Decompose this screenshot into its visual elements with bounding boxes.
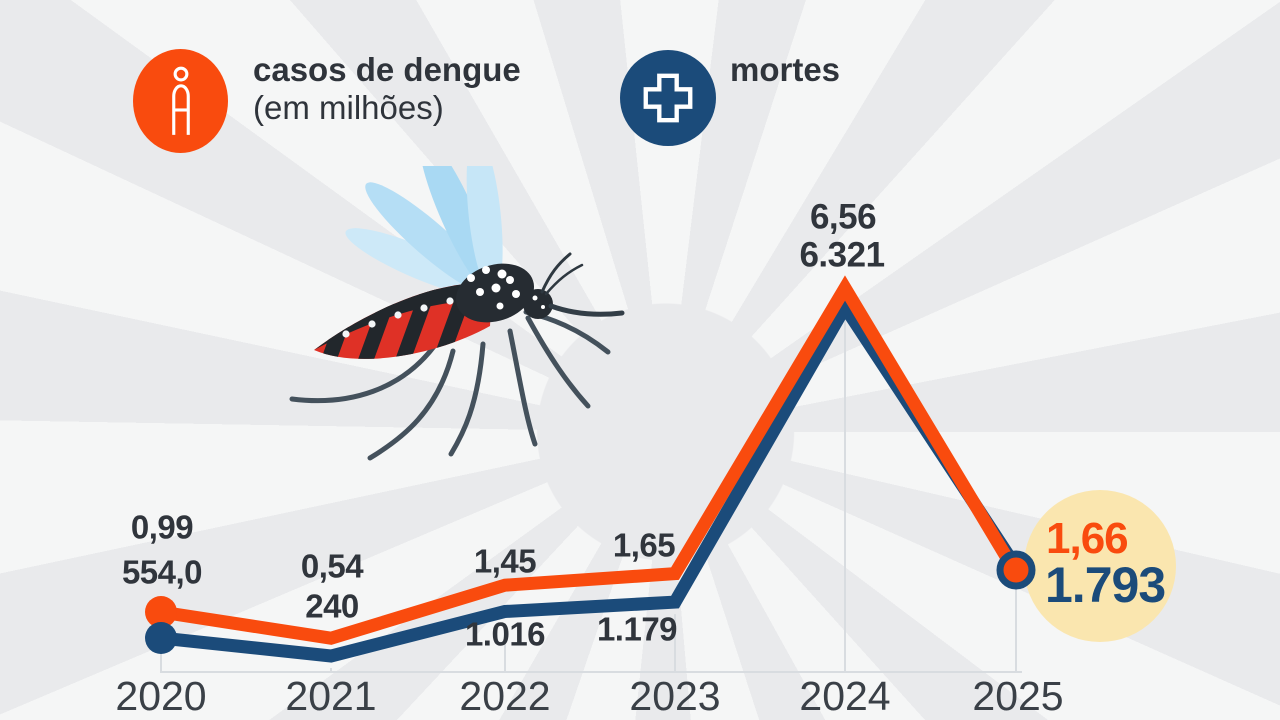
x-axis-label-2022: 2022 [459, 673, 551, 719]
cases-label-2022: 1,45 [473, 542, 537, 580]
x-axis-label-2021: 2021 [285, 673, 377, 719]
highlight-circle-2025 [1024, 490, 1176, 642]
deaths-label-2023: 1.179 [596, 610, 678, 648]
cases-label-2023: 1,65 [612, 526, 676, 564]
x-axis-label-2024: 2024 [799, 673, 891, 719]
cases-label-2024: 6,56 [809, 197, 877, 237]
cases-legend-sublabel: (em milhões) [253, 89, 444, 126]
mosquito-thorax [455, 263, 535, 323]
cases-label-2021: 0,54 [300, 547, 364, 585]
medical-cross-icon [643, 73, 693, 123]
mosquito-illustration [289, 166, 625, 461]
endpoint-2025-dot [996, 550, 1036, 590]
year-gridlines [160, 319, 1017, 672]
deaths-label-2024: 6.321 [799, 235, 885, 275]
x-axis-label-2020: 2020 [115, 673, 207, 719]
deaths-label-2020: 554,0 [121, 553, 203, 591]
deaths-line [160, 294, 1022, 663]
mosquito-head [523, 289, 553, 319]
x-axis-label-2023: 2023 [629, 673, 721, 719]
deaths-label-2025: 1.793 [1045, 557, 1166, 613]
deaths-legend-label: mortes [730, 51, 841, 88]
mosquito-thorax-dots [467, 266, 545, 310]
mosquito-proboscis [548, 303, 625, 317]
deaths-legend-badge [620, 50, 716, 146]
cases-label-2025: 1,66 [1046, 514, 1129, 563]
mosquito-antennae [540, 252, 584, 296]
x-axis-label-2025: 2025 [972, 673, 1064, 719]
mosquito-wings [345, 166, 503, 298]
deaths-label-2022: 1.016 [464, 615, 546, 653]
cases-label-2020: 0,99 [130, 508, 194, 546]
cases-legend-label: casos de dengue [253, 51, 521, 88]
cases-legend-badge [133, 49, 228, 153]
deaths-label-2021: 240 [305, 587, 359, 625]
person-icon [171, 66, 190, 135]
cases-line [160, 275, 1022, 645]
cases-2020-dot [145, 596, 177, 628]
mosquito-legs [289, 309, 611, 461]
deaths-2020-dot [145, 622, 177, 654]
